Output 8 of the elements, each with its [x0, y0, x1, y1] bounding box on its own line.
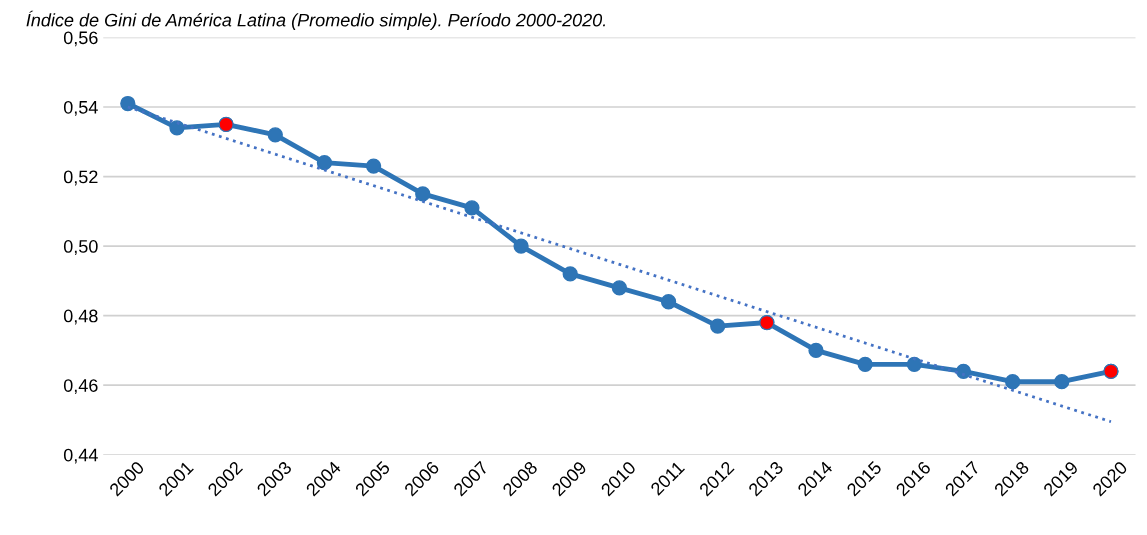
y-tick-label: 0,50 [63, 240, 98, 255]
y-tick-label: 0,52 [63, 170, 98, 186]
chart-title: Índice de Gini de América Latina (Promedio simple). Período 2000-2020. [26, 10, 606, 31]
y-tick-label: 0,46 [63, 379, 98, 395]
y-tick-label: 0,54 [63, 100, 98, 116]
y-tick-label: 0,48 [63, 309, 98, 325]
y-tick-label: 0,56 [63, 31, 98, 47]
y-tick-label: 0,44 [63, 448, 98, 464]
